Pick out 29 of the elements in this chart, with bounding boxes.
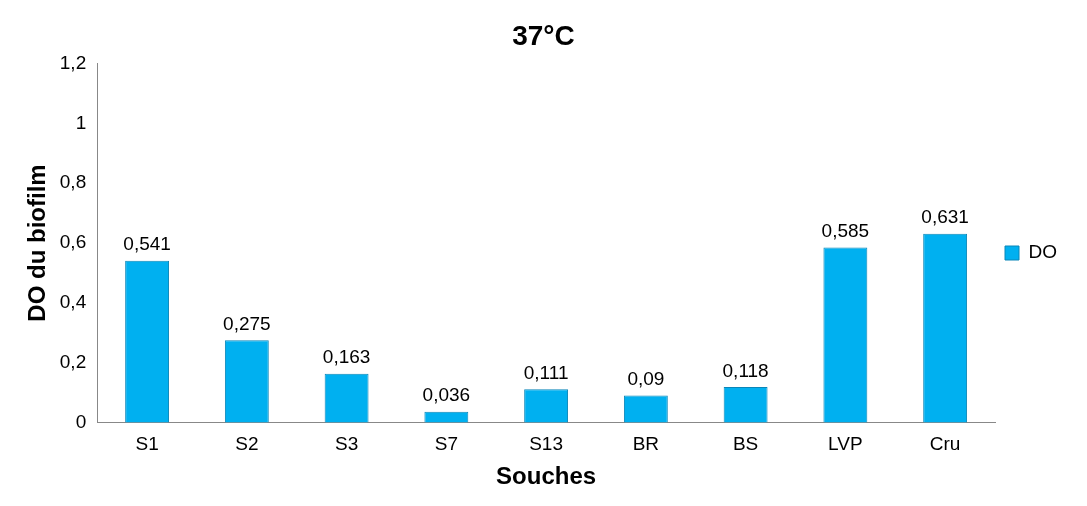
data-label: 0,275 bbox=[223, 312, 271, 334]
x-tick-label: S1 bbox=[135, 433, 159, 455]
x-tick-label: S2 bbox=[235, 433, 259, 455]
x-tick-label: LVP bbox=[828, 433, 863, 455]
x-tick-label: BS bbox=[732, 433, 759, 455]
y-tick-label: 1 bbox=[75, 111, 87, 133]
x-tick-label: S3 bbox=[334, 433, 359, 455]
y-tick-label: 1,2 bbox=[59, 51, 87, 73]
x-axis-title: Souches bbox=[496, 462, 597, 490]
data-label: 0,631 bbox=[921, 206, 969, 228]
data-label: 0,118 bbox=[722, 359, 769, 381]
x-tick-label: S13 bbox=[529, 433, 564, 455]
chart-title: 37°C bbox=[512, 19, 575, 51]
y-tick-label: 0,6 bbox=[59, 231, 87, 253]
y-tick-label: 0 bbox=[75, 410, 87, 432]
y-axis-title: DO du biofilm bbox=[23, 164, 51, 322]
legend-label: DO bbox=[1028, 241, 1057, 263]
data-label: 0,163 bbox=[322, 346, 371, 368]
data-label: 0,585 bbox=[821, 220, 870, 242]
y-tick-label: 0,2 bbox=[59, 350, 87, 372]
x-tick-label: Cru bbox=[929, 433, 961, 455]
y-tick-label: 0,4 bbox=[59, 291, 87, 313]
data-label: 0,036 bbox=[422, 384, 471, 406]
data-label: 0,111 bbox=[523, 361, 569, 383]
data-label: 0,09 bbox=[627, 368, 665, 390]
y-tick-label: 0,8 bbox=[59, 171, 87, 193]
x-tick-label: S7 bbox=[434, 433, 458, 455]
data-label: 0,541 bbox=[123, 233, 171, 255]
x-tick-label: BR bbox=[632, 433, 660, 455]
